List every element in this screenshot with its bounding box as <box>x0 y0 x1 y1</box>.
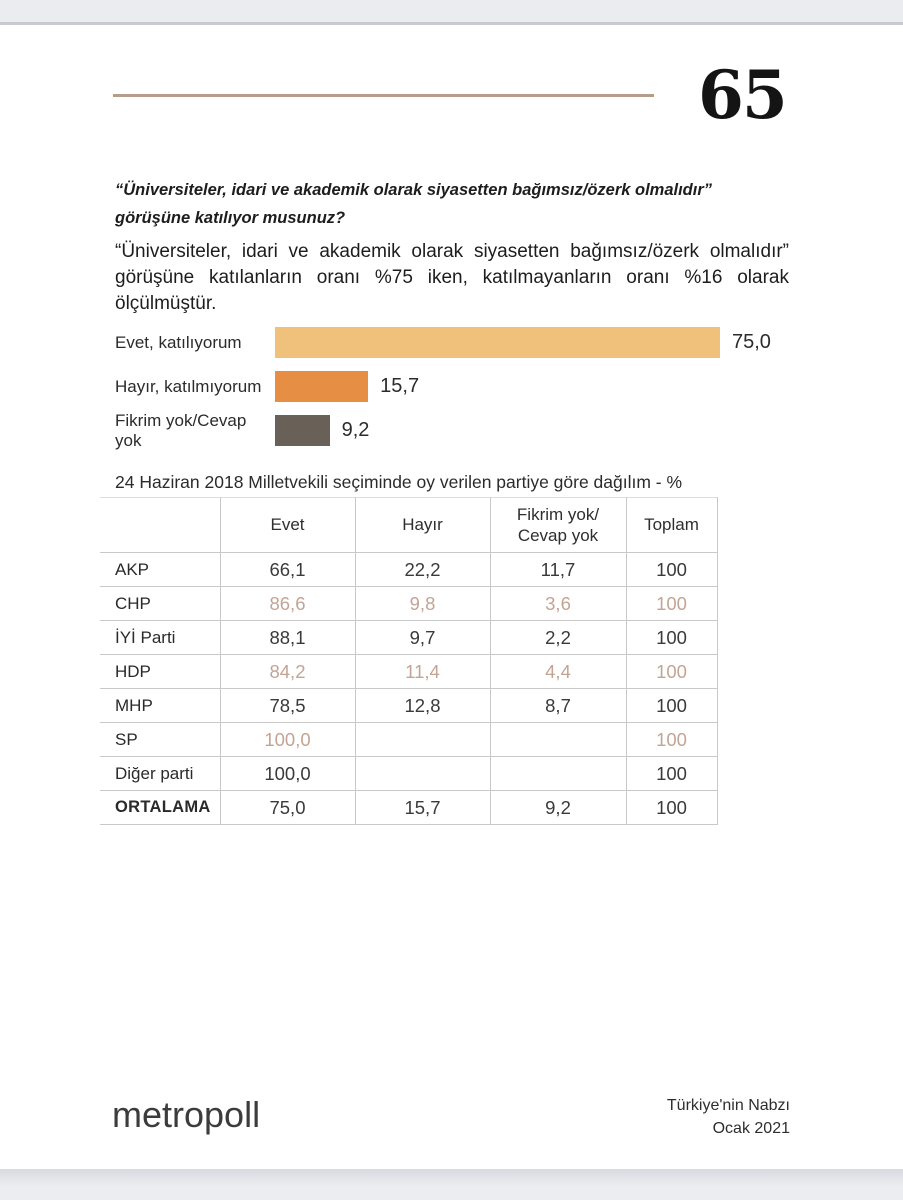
metropoll-logo: metropoll <box>112 1094 261 1135</box>
chart-value-fikrimyok: 9,2 <box>341 419 370 441</box>
value-cell: 8,7 <box>489 688 627 723</box>
value-cell: 9,2 <box>489 790 627 825</box>
value-cell: 3,6 <box>489 586 627 621</box>
value-cell: 100 <box>625 654 718 689</box>
value-cell: 100,0 <box>219 722 356 757</box>
table-row-ortalama: ORTALAMA 75,0 15,7 9,2 100 <box>100 790 718 825</box>
value-cell: 4,4 <box>489 654 627 689</box>
report-title: Türkiye'nin Nabzı <box>666 1097 790 1114</box>
chart-bar-hayir <box>275 371 369 402</box>
chart-row-hayir: Hayır, katılmıyorum 15,7 <box>115 371 835 402</box>
value-cell: 9,7 <box>354 620 491 655</box>
party-cell: CHP <box>100 586 221 621</box>
value-cell: 100 <box>625 552 718 587</box>
value-cell: 78,5 <box>219 688 356 723</box>
table-row-iyi: İYİ Parti 88,1 9,7 2,2 100 <box>100 620 718 655</box>
value-cell: 100 <box>625 586 718 621</box>
value-cell: 11,7 <box>489 552 627 587</box>
value-cell: 100 <box>625 790 718 825</box>
chart-bar-evet <box>275 327 720 358</box>
party-cell: AKP <box>100 552 221 587</box>
value-cell: 9,8 <box>354 586 491 621</box>
party-cell: Diğer parti <box>100 756 221 791</box>
value-cell <box>354 722 491 757</box>
value-cell: 88,1 <box>219 620 356 655</box>
page-number: 65 <box>698 56 788 134</box>
backdrop-top <box>0 0 903 25</box>
party-cell: ORTALAMA <box>100 790 221 825</box>
header-row: Evet Hayır Fikrim yok/ Cevap yok Toplam <box>100 497 718 553</box>
value-cell: 100 <box>625 688 718 723</box>
party-cell: MHP <box>100 688 221 723</box>
header-rule <box>113 94 654 97</box>
chart-value-hayir: 15,7 <box>380 375 420 397</box>
chart-row-evet: Evet, katılıyorum 75,0 <box>115 327 835 358</box>
table-row-diger: Diğer parti 100,0 100 <box>100 756 718 791</box>
value-cell <box>489 756 627 791</box>
value-cell: 75,0 <box>219 790 356 825</box>
value-cell: 86,6 <box>219 586 356 621</box>
party-cell: İYİ Parti <box>100 620 221 655</box>
table-row-mhp: MHP 78,5 12,8 8,7 100 <box>100 688 718 723</box>
party-cell: HDP <box>100 654 221 689</box>
value-cell <box>489 722 627 757</box>
value-cell: 100 <box>625 722 718 757</box>
question-line-2: görüşüne katılıyor musunuz? <box>115 209 346 228</box>
table-row-hdp: HDP 84,2 11,4 4,4 100 <box>100 654 718 689</box>
value-cell: 84,2 <box>219 654 356 689</box>
value-cell: 12,8 <box>354 688 491 723</box>
value-cell: 100 <box>625 756 718 791</box>
question-line-1: “Üniversiteler, idari ve akademik olarak… <box>115 181 713 199</box>
summary-line-2: görüşüne katılanların oranı %75 iken, ka… <box>115 267 789 289</box>
value-cell: 2,2 <box>489 620 627 655</box>
summary-line-1: “Üniversiteler, idari ve akademik olarak… <box>115 241 789 262</box>
report-date: Ocak 2021 <box>712 1120 790 1138</box>
chart-bar-fikrimyok <box>275 415 330 446</box>
value-cell: 11,4 <box>354 654 491 689</box>
table-row-akp: AKP 66,1 22,2 11,7 100 <box>100 552 718 587</box>
table-row-chp: CHP 86,6 9,8 3,6 100 <box>100 586 718 621</box>
table-title: 24 Haziran 2018 Milletvekili seçiminde o… <box>115 472 683 492</box>
backdrop-bottom <box>0 1169 903 1200</box>
column-header-toplam: Toplam <box>625 497 718 553</box>
value-cell <box>354 756 491 791</box>
column-header-party <box>100 497 221 553</box>
summary-line-3: ölçülmüştür. <box>115 293 217 315</box>
summary-paragraph: “Üniversiteler, idari ve akademik olarak… <box>115 239 789 318</box>
footer-report-info: Türkiye'nin Nabzı Ocak 2021 <box>667 1094 790 1140</box>
value-cell: 100,0 <box>219 756 356 791</box>
bar-chart: Evet, katılıyorum 75,0 Hayır, katılmıyor… <box>115 327 835 459</box>
party-cell: SP <box>100 722 221 757</box>
value-cell: 15,7 <box>354 790 491 825</box>
table-row-sp: SP 100,0 100 <box>100 722 718 757</box>
column-header-hayir: Hayır <box>354 497 491 553</box>
chart-row-fikrimyok: Fikrim yok/Cevap yok 9,2 <box>115 411 835 450</box>
chart-label-fikrimyok: Fikrim yok/Cevap yok <box>115 410 247 450</box>
value-cell: 100 <box>625 620 718 655</box>
question-heading: “Üniversiteler, idari ve akademik olarak… <box>115 176 795 232</box>
chart-label-evet: Evet, katılıyorum <box>115 332 242 352</box>
chart-label-hayir: Hayır, katılmıyorum <box>115 376 262 396</box>
value-cell: 66,1 <box>219 552 356 587</box>
results-table: Evet Hayır Fikrim yok/ Cevap yok Toplam … <box>100 497 718 825</box>
value-cell: 22,2 <box>354 552 491 587</box>
column-header-evet: Evet <box>219 497 356 553</box>
column-header-fikrimyok: Fikrim yok/ Cevap yok <box>489 497 627 553</box>
chart-value-evet: 75,0 <box>732 331 771 353</box>
